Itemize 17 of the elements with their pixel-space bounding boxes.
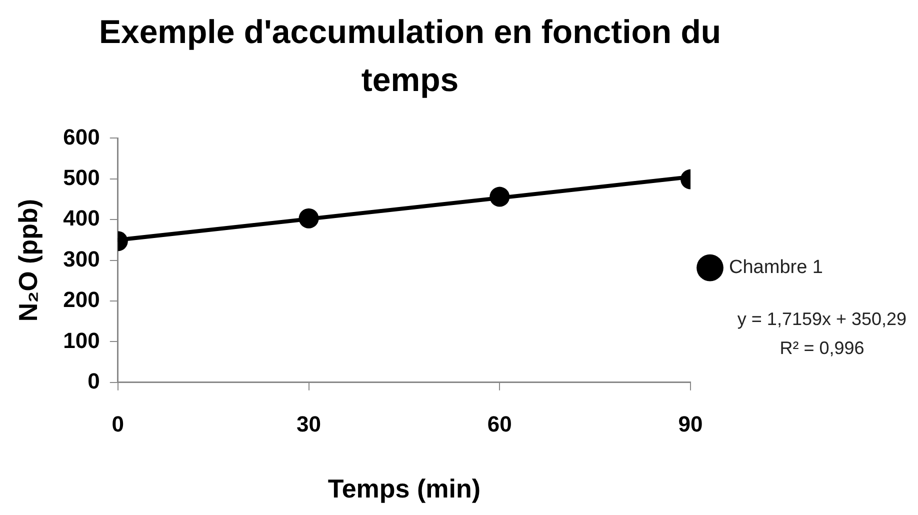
y-tick-label: 400 <box>63 206 100 231</box>
y-tick-label: 200 <box>63 287 100 312</box>
text: y = 1,7159x + 350,29 <box>736 308 908 331</box>
y-axis-title: N₂O (ppb) <box>12 198 43 322</box>
y-tick-label: 100 <box>63 328 100 353</box>
legend-label: Chambre 1 <box>729 257 824 278</box>
x-tick-label: 60 <box>487 412 512 437</box>
x-tick-label: 90 <box>678 412 703 437</box>
chart-title: Exemple d'accumulation en fonction du temps <box>98 12 722 100</box>
y-tick-label: 300 <box>63 246 100 272</box>
x-axis-title: Temps (min) <box>328 474 481 504</box>
y-tick-label: 600 <box>63 124 100 150</box>
y-tick-label: 500 <box>63 164 100 190</box>
x-tick-label: 30 <box>296 412 322 437</box>
x-tick-label: 0 <box>112 412 124 437</box>
y-tick-label: 0 <box>88 368 100 394</box>
text: R² = 0,996 <box>778 337 866 360</box>
